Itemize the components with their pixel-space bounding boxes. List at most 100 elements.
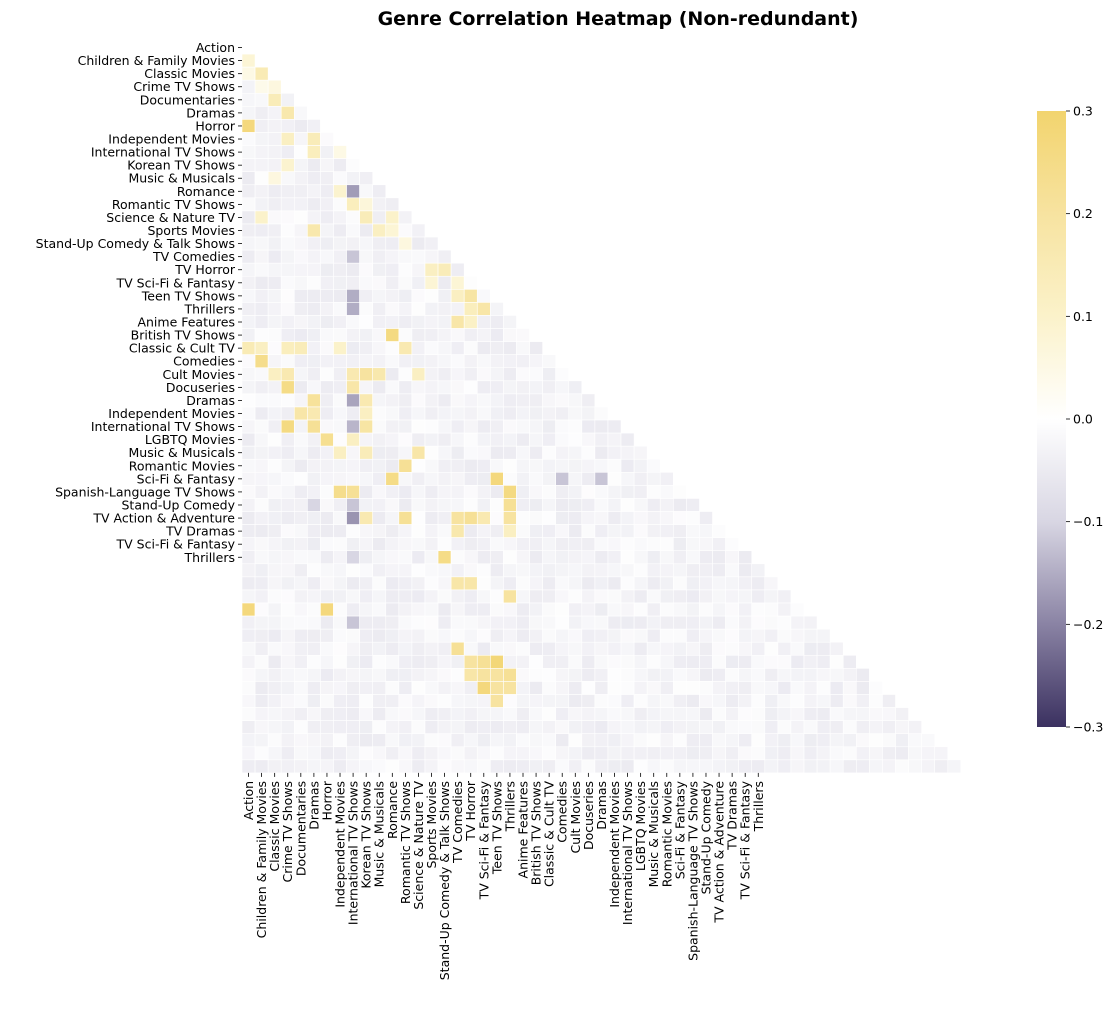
heatmap-cell <box>372 223 387 238</box>
heatmap-cell <box>359 367 374 382</box>
heatmap-cell <box>581 524 596 538</box>
heatmap-cell <box>280 393 295 408</box>
heatmap-cell <box>463 511 478 525</box>
heatmap-cell <box>646 694 661 708</box>
heatmap-cell <box>568 681 583 695</box>
heatmap-cell <box>372 537 387 552</box>
heatmap-cell <box>280 746 295 761</box>
heatmap-cell <box>712 733 726 748</box>
heatmap-cell <box>659 733 674 748</box>
heatmap-cell <box>411 393 426 408</box>
heatmap-cell <box>411 563 426 578</box>
heatmap-cell <box>293 681 308 695</box>
heatmap-cell <box>568 733 583 748</box>
heatmap-cell <box>437 498 452 512</box>
heatmap-cell <box>516 472 530 486</box>
heatmap-cell <box>581 681 596 695</box>
heatmap-cell <box>516 746 530 761</box>
heatmap-cell <box>385 406 400 421</box>
x-tick-label: Dramas <box>594 781 609 830</box>
heatmap-cell <box>398 315 413 329</box>
heatmap-cell <box>267 406 282 421</box>
heatmap-cell <box>476 563 491 578</box>
heatmap-cell <box>267 419 282 434</box>
heatmap-cell <box>555 367 570 382</box>
heatmap-cell <box>385 472 400 486</box>
heatmap-cell <box>241 393 256 408</box>
heatmap-cell <box>385 302 400 316</box>
heatmap-cell <box>594 681 609 695</box>
heatmap-cell <box>751 628 766 643</box>
heatmap-cell <box>581 654 596 669</box>
heatmap-cell <box>437 367 452 382</box>
heatmap-cell <box>411 628 426 643</box>
heatmap-cell <box>346 197 360 212</box>
heatmap-cell <box>581 589 596 604</box>
heatmap-cell <box>790 615 805 630</box>
heatmap-cell <box>398 668 413 682</box>
heatmap-cell <box>790 746 805 761</box>
heatmap-cell <box>280 158 295 173</box>
heatmap-cell <box>346 472 360 486</box>
heatmap-cell <box>307 563 321 578</box>
heatmap-cell <box>816 628 831 643</box>
heatmap-cell <box>437 615 452 630</box>
heatmap-cell <box>346 432 360 447</box>
heatmap-cell <box>646 707 661 721</box>
heatmap-cell <box>725 654 739 669</box>
x-tick-label: Science & Nature TV <box>411 780 426 909</box>
heatmap-cell <box>333 197 347 212</box>
heatmap-cell <box>280 354 295 369</box>
heatmap-cell <box>450 406 465 421</box>
heatmap-cell <box>359 275 374 290</box>
heatmap-cell <box>424 432 439 447</box>
heatmap-cell <box>424 746 439 761</box>
heatmap-cell <box>267 681 282 695</box>
heatmap-cell <box>372 249 387 264</box>
heatmap-cell <box>882 720 896 735</box>
heatmap-cell <box>895 733 909 748</box>
heatmap-cell <box>359 746 374 761</box>
heatmap-cell <box>346 602 360 617</box>
heatmap-cell <box>267 249 282 264</box>
heatmap-cell <box>385 380 400 395</box>
heatmap-cell <box>751 602 766 617</box>
heatmap-cell <box>607 511 622 525</box>
heatmap-cell <box>503 746 517 761</box>
heatmap-cell <box>280 210 295 225</box>
heatmap-cell <box>699 602 713 617</box>
heatmap-cell <box>529 524 543 538</box>
heatmap-cell <box>895 720 909 735</box>
heatmap-cell <box>633 589 648 604</box>
heatmap-cell <box>307 589 321 604</box>
heatmap-cell <box>646 681 661 695</box>
heatmap-cell <box>411 668 426 682</box>
heatmap-cell <box>280 707 295 721</box>
y-tick-label: Comedies <box>173 354 235 369</box>
heatmap-cell <box>359 550 374 565</box>
heatmap-cell <box>267 380 282 395</box>
heatmap-cell <box>516 615 530 630</box>
heatmap-cell <box>516 524 530 538</box>
heatmap-cell <box>254 733 269 748</box>
heatmap-cell <box>450 393 465 408</box>
heatmap-cell <box>320 654 334 669</box>
heatmap-cell <box>673 746 687 761</box>
heatmap-cell <box>829 681 844 695</box>
heatmap-cell <box>424 733 439 748</box>
heatmap-cell <box>333 628 347 643</box>
heatmap-cell <box>254 746 269 761</box>
heatmap-cell <box>437 315 452 329</box>
heatmap-cell <box>712 668 726 682</box>
heatmap-cell <box>816 746 831 761</box>
heatmap-cell <box>607 720 622 735</box>
heatmap-cell <box>267 328 282 342</box>
heatmap-cell <box>346 210 360 225</box>
x-tick-label: Music & Musicals <box>646 781 661 887</box>
heatmap-cell <box>829 668 844 682</box>
heatmap-cell <box>516 511 530 525</box>
heatmap-cell <box>241 602 256 617</box>
heatmap-cell <box>320 275 334 290</box>
heatmap-cell <box>908 759 922 774</box>
heatmap-cell <box>738 615 753 630</box>
